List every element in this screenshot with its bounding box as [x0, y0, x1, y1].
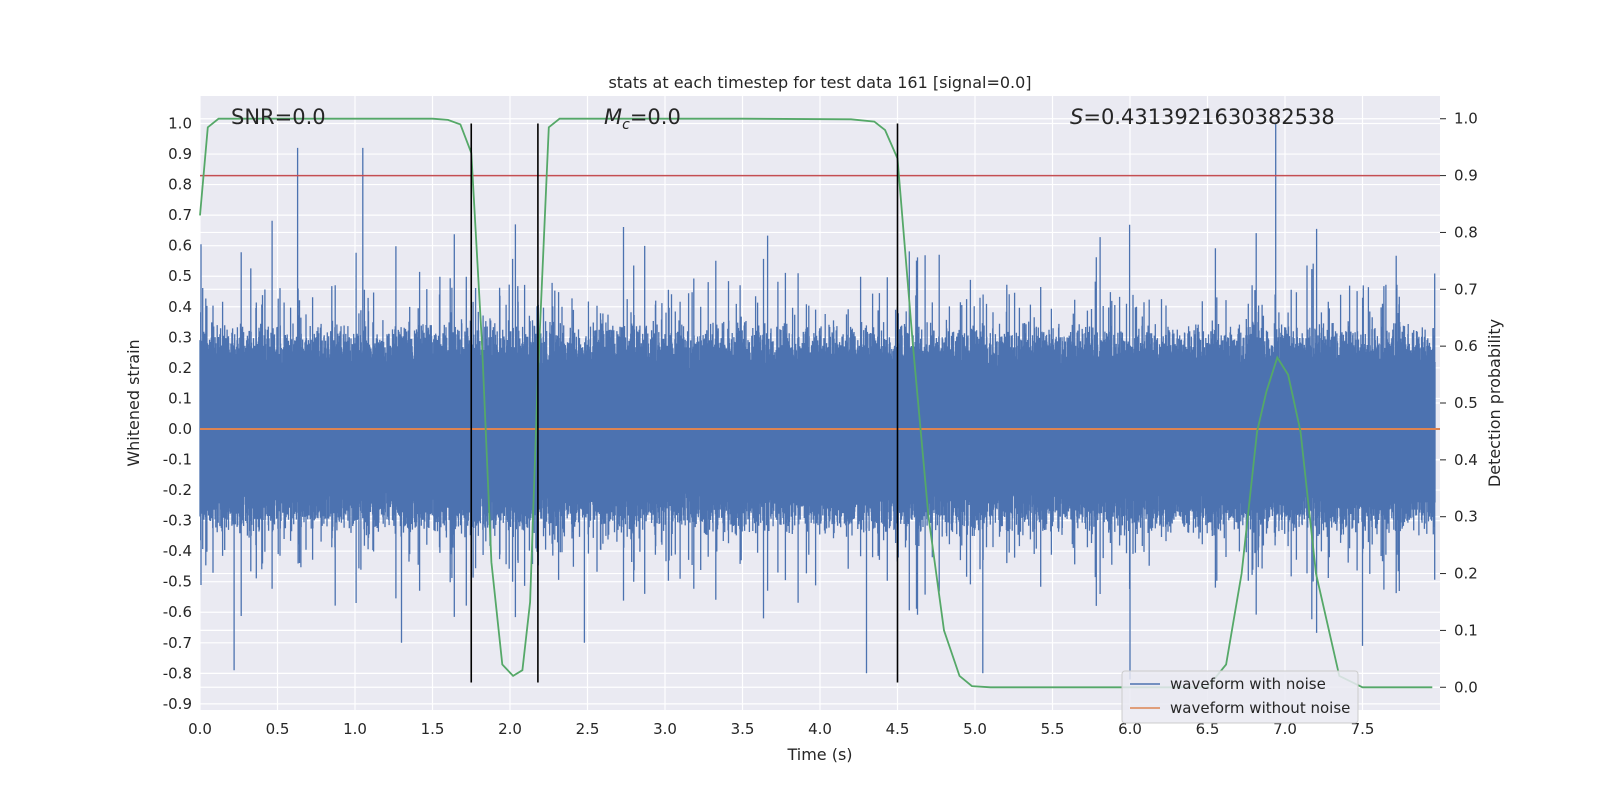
legend-label-clean: waveform without noise	[1170, 699, 1350, 717]
snr-annotation: SNR=0.0	[231, 105, 326, 129]
y-tick-label: 0.7	[168, 206, 192, 224]
x-tick-label: 0.0	[188, 720, 212, 738]
x-tick-label: 6.5	[1196, 720, 1220, 738]
s-value: =0.4313921630382538	[1083, 105, 1334, 129]
y2-tick-label: 0.3	[1454, 508, 1478, 526]
y2-tick-label: 0.7	[1454, 280, 1478, 298]
chirp-mass-subscript: c	[622, 117, 630, 133]
s-annotation: S=0.4313921630382538	[1070, 105, 1335, 129]
x-tick-label: 2.0	[498, 720, 522, 738]
y-tick-label: 0.8	[168, 176, 192, 194]
x-axis-label: Time (s)	[786, 745, 852, 764]
y-tick-label: 0.3	[168, 328, 192, 346]
y-tick-label: -0.3	[163, 512, 192, 530]
detection-probability-line	[199, 117, 1433, 689]
y-tick-label: 0.0	[168, 420, 192, 438]
y-tick-label: 0.9	[168, 145, 192, 163]
chirp-mass-annotation: Mc=0.0	[604, 105, 681, 133]
x-tick-label: 0.5	[266, 720, 290, 738]
x-tick-labels: 0.0 0.5 1.0 1.5 2.0 2.5 3.0 3.5 4.0 4.5 5.0 5.5 6.0 6…	[188, 720, 1374, 738]
y-tick-label: -0.4	[163, 542, 192, 560]
y2-tick-label: 1.0	[1454, 110, 1478, 128]
x-tick-label: 3.0	[653, 720, 677, 738]
x-tick-label: 4.5	[886, 720, 910, 738]
x-tick-label: 7.0	[1273, 720, 1297, 738]
y-tick-label: -0.7	[163, 634, 192, 652]
y-tick-label: -0.8	[163, 664, 192, 682]
y2-tick-label: 0.0	[1454, 678, 1478, 696]
x-tick-label: 7.5	[1351, 720, 1375, 738]
legend-box	[1121, 670, 1359, 724]
x-tick-label: 1.0	[343, 720, 367, 738]
chart-title: stats at each timestep for test data 161…	[608, 73, 1031, 92]
legend: waveform with noise waveform without noi…	[1121, 670, 1359, 724]
y2-tick-label: 0.1	[1454, 621, 1478, 639]
y2-tick-label: 0.9	[1454, 167, 1478, 185]
y-axis-label: Whitened strain	[124, 339, 143, 466]
vertical-markers	[470, 123, 899, 683]
y2-tick-labels: 0.0 0.1 0.2 0.3 0.4 0.5 0.6 0.7 0.8 0.9 1.0	[1440, 110, 1478, 696]
chirp-mass-value: =0.0	[630, 105, 681, 129]
y-tick-label: 0.4	[168, 298, 192, 316]
legend-label-noise: waveform with noise	[1170, 675, 1326, 693]
y2-tick-label: 0.4	[1454, 451, 1478, 469]
s-symbol: S	[1070, 105, 1083, 129]
line-series	[199, 117, 1440, 689]
y-tick-label: -0.9	[163, 695, 192, 713]
y-tick-label: 0.1	[168, 389, 192, 407]
y2-tick-label: 0.5	[1454, 394, 1478, 412]
y-tick-label: 1.0	[168, 114, 192, 132]
x-tick-label: 1.5	[421, 720, 445, 738]
y2-tick-label: 0.8	[1454, 223, 1478, 241]
y-tick-label: -0.1	[163, 451, 192, 469]
y-tick-label: 0.6	[168, 237, 192, 255]
y2-axis-label: Detection probability	[1485, 319, 1504, 487]
y-tick-label: -0.6	[163, 603, 192, 621]
y2-tick-label: 0.2	[1454, 565, 1478, 583]
y-tick-label: 0.5	[168, 267, 192, 285]
x-tick-label: 6.0	[1118, 720, 1142, 738]
x-tick-label: 3.5	[731, 720, 755, 738]
y-tick-labels: -0.9 -0.8 -0.7 -0.6 -0.5 -0.4 -0.3 -0.2 -0.1 0.0 0…	[163, 114, 192, 712]
y2-tick-label: 0.6	[1454, 337, 1478, 355]
x-tick-label: 2.5	[576, 720, 600, 738]
chirp-mass-symbol: M	[604, 105, 622, 129]
y-tick-label: -0.2	[163, 481, 192, 499]
x-tick-label: 5.0	[963, 720, 987, 738]
y-tick-label: -0.5	[163, 573, 192, 591]
x-tick-label: 5.5	[1041, 720, 1065, 738]
y-tick-label: 0.2	[168, 359, 192, 377]
x-tick-label: 4.0	[808, 720, 832, 738]
